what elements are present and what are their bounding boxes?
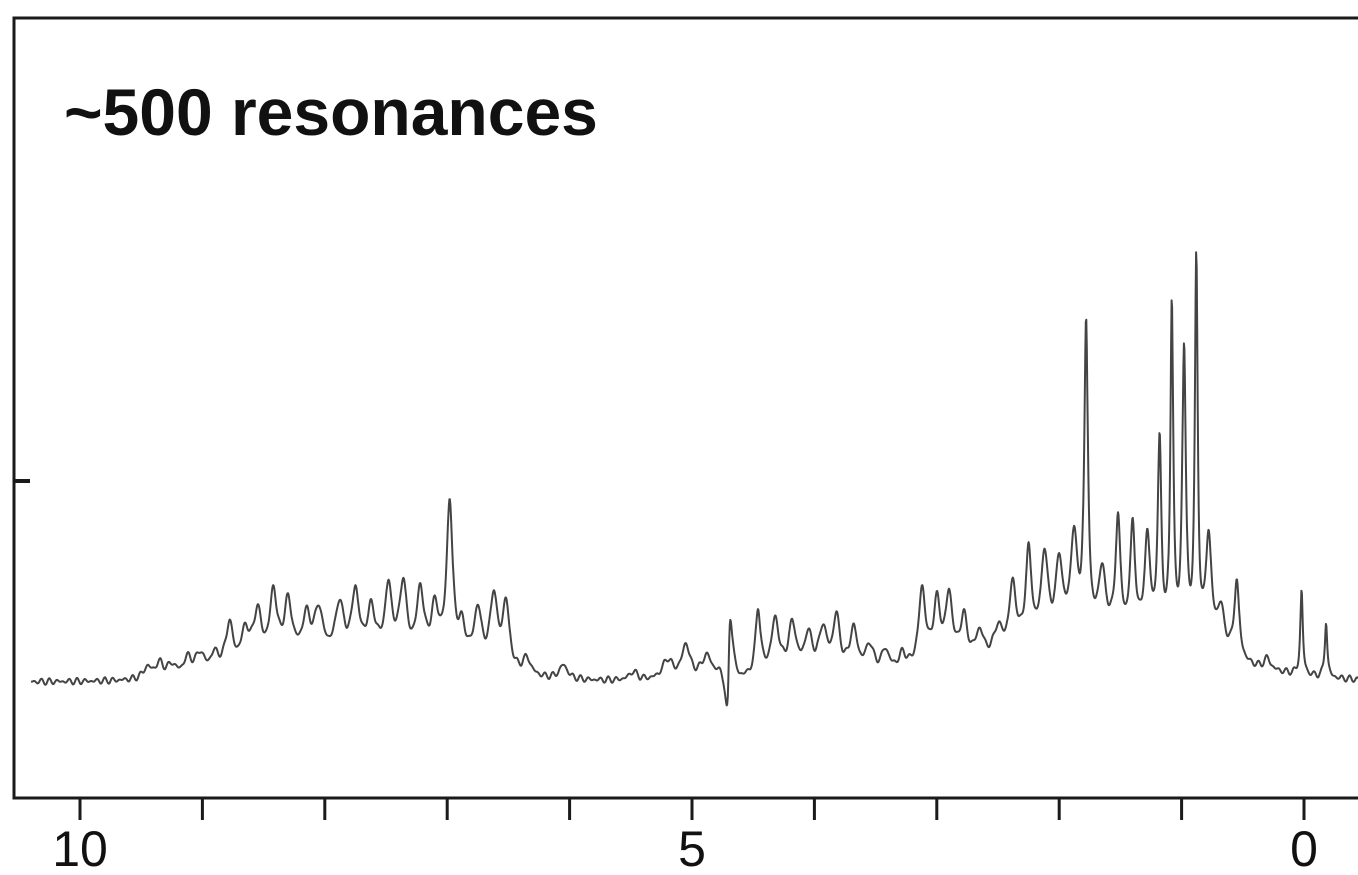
x-axis-tick-labels: 10 5 0	[52, 821, 1318, 875]
x-tick-label-10: 10	[52, 821, 108, 875]
x-tick-label-0: 0	[1290, 821, 1318, 875]
x-axis-major-ticks	[78, 798, 1306, 820]
spectrum-trace	[30, 251, 1358, 707]
plot-frame	[12, 16, 1358, 800]
resonance-count-annotation: ~500 resonances	[64, 75, 598, 149]
x-tick-label-5: 5	[678, 821, 706, 875]
